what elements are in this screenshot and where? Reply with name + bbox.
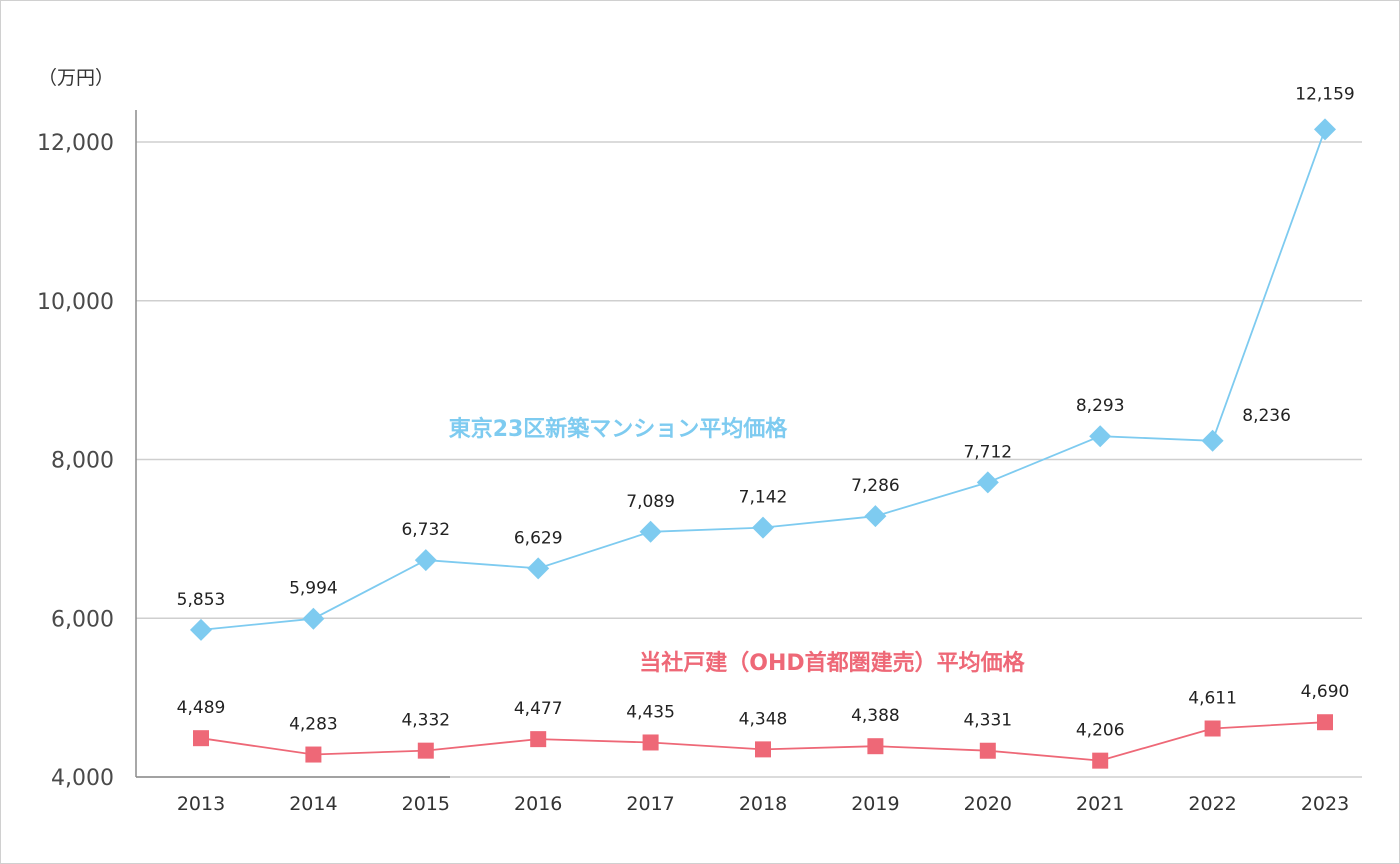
diamond-marker bbox=[302, 607, 325, 630]
data-label: 4,690 bbox=[1301, 682, 1350, 702]
diamond-marker bbox=[1089, 425, 1112, 448]
square-marker bbox=[1317, 714, 1333, 731]
x-tick-label: 2013 bbox=[177, 793, 225, 815]
square-marker bbox=[530, 731, 547, 748]
x-tick-label: 2020 bbox=[964, 793, 1012, 815]
x-tick-label: 2016 bbox=[514, 793, 562, 815]
x-tick-label: 2022 bbox=[1188, 793, 1236, 815]
square-marker bbox=[867, 738, 884, 755]
data-label: 5,853 bbox=[177, 590, 226, 610]
y-unit-label: （万円） bbox=[38, 67, 114, 89]
square-marker bbox=[193, 730, 209, 747]
data-labels: 5,853 5,994 6,732 6,629 7,089 7,142 7,286 7,712… bbox=[177, 84, 1355, 740]
data-label: 4,388 bbox=[851, 706, 900, 726]
x-tick-label: 2018 bbox=[739, 793, 787, 815]
data-label: 7,089 bbox=[626, 492, 675, 512]
data-label: 7,142 bbox=[739, 488, 788, 508]
square-marker bbox=[305, 746, 322, 763]
square-marker bbox=[642, 734, 659, 751]
diamond-marker bbox=[527, 557, 550, 580]
series-markers bbox=[190, 118, 1336, 769]
y-tick-label: 8,000 bbox=[51, 449, 114, 474]
diamond-marker bbox=[752, 516, 774, 539]
diamond-marker bbox=[1314, 118, 1336, 141]
gridlines bbox=[135, 110, 1362, 778]
square-marker bbox=[1204, 720, 1221, 737]
x-tick-label: 2017 bbox=[626, 793, 674, 815]
diamond-marker bbox=[864, 505, 887, 528]
data-label: 6,732 bbox=[401, 520, 450, 540]
x-axis-ticks: 2013 2014 2015 2016 2017 2018 2019 2020 2021 2022… bbox=[177, 793, 1349, 815]
data-label: 4,477 bbox=[514, 699, 563, 719]
square-marker bbox=[1092, 752, 1109, 769]
series-title-house: 当社戸建（OHD首都圏建売）平均価格 bbox=[639, 650, 1025, 676]
series-line-0 bbox=[200, 129, 1326, 631]
data-label: 4,206 bbox=[1076, 721, 1125, 741]
y-tick-label: 12,000 bbox=[37, 131, 114, 156]
diamond-marker bbox=[1201, 429, 1224, 452]
data-label: 8,293 bbox=[1076, 396, 1125, 416]
x-tick-label: 2015 bbox=[402, 793, 450, 815]
data-label: 4,489 bbox=[177, 698, 226, 718]
x-tick-label: 2023 bbox=[1301, 793, 1349, 815]
x-tick-label: 2014 bbox=[289, 793, 337, 815]
data-label: 4,332 bbox=[401, 711, 450, 731]
square-marker bbox=[979, 742, 996, 759]
data-label: 7,286 bbox=[851, 476, 900, 496]
diamond-marker bbox=[414, 549, 437, 572]
data-label: 4,611 bbox=[1188, 689, 1237, 709]
data-label: 4,348 bbox=[739, 709, 788, 729]
diamond-marker bbox=[639, 520, 662, 543]
data-label: 8,236 bbox=[1242, 406, 1291, 426]
data-label: 4,331 bbox=[963, 711, 1012, 731]
y-axis-ticks: 4,000 6,000 8,000 10,000 12,000 bbox=[37, 131, 114, 791]
square-marker bbox=[755, 741, 771, 758]
y-tick-label: 6,000 bbox=[51, 607, 114, 632]
data-label: 12,159 bbox=[1295, 84, 1354, 104]
diamond-marker bbox=[190, 618, 212, 641]
data-label: 7,712 bbox=[963, 442, 1012, 462]
y-tick-label: 10,000 bbox=[37, 290, 114, 315]
data-label: 6,629 bbox=[514, 528, 563, 548]
data-label: 4,283 bbox=[289, 715, 338, 735]
series-title-mansion: 東京23区新築マンション平均価格 bbox=[449, 416, 789, 442]
data-label: 5,994 bbox=[289, 579, 338, 599]
x-tick-label: 2019 bbox=[851, 793, 899, 815]
y-tick-label: 4,000 bbox=[51, 766, 114, 791]
diamond-marker bbox=[976, 471, 999, 494]
square-marker bbox=[417, 742, 434, 759]
data-label: 4,435 bbox=[626, 702, 675, 722]
x-tick-label: 2021 bbox=[1076, 793, 1124, 815]
